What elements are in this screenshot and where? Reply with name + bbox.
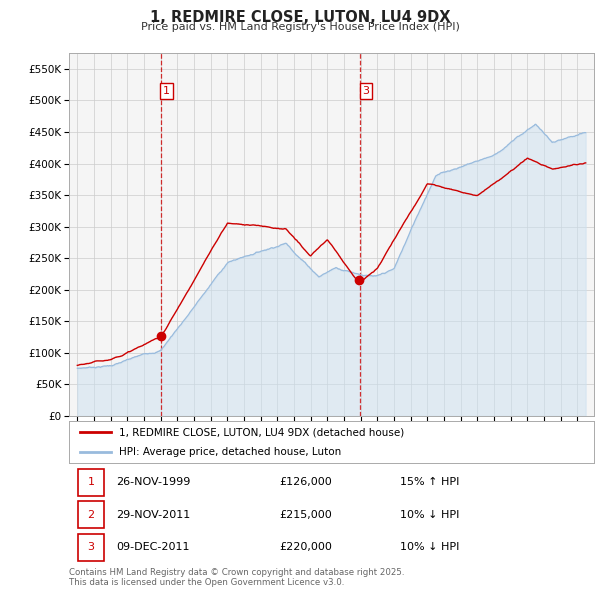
Text: HPI: Average price, detached house, Luton: HPI: Average price, detached house, Luto… xyxy=(119,447,341,457)
Text: Contains HM Land Registry data © Crown copyright and database right 2025.
This d: Contains HM Land Registry data © Crown c… xyxy=(69,568,404,587)
Text: Price paid vs. HM Land Registry's House Price Index (HPI): Price paid vs. HM Land Registry's House … xyxy=(140,22,460,32)
Text: 1, REDMIRE CLOSE, LUTON, LU4 9DX: 1, REDMIRE CLOSE, LUTON, LU4 9DX xyxy=(150,10,450,25)
Text: 3: 3 xyxy=(362,86,370,96)
FancyBboxPatch shape xyxy=(79,468,104,496)
Text: £215,000: £215,000 xyxy=(279,510,332,520)
Text: 09-DEC-2011: 09-DEC-2011 xyxy=(116,542,190,552)
Text: £220,000: £220,000 xyxy=(279,542,332,552)
Text: 2: 2 xyxy=(88,510,95,520)
FancyBboxPatch shape xyxy=(79,533,104,561)
Text: 10% ↓ HPI: 10% ↓ HPI xyxy=(400,542,459,552)
Text: 3: 3 xyxy=(88,542,95,552)
Text: 15% ↑ HPI: 15% ↑ HPI xyxy=(400,477,459,487)
Text: 10% ↓ HPI: 10% ↓ HPI xyxy=(400,510,459,520)
Text: 1: 1 xyxy=(163,86,170,96)
FancyBboxPatch shape xyxy=(79,501,104,529)
Text: 1: 1 xyxy=(88,477,95,487)
Text: £126,000: £126,000 xyxy=(279,477,332,487)
Text: 26-NOV-1999: 26-NOV-1999 xyxy=(116,477,191,487)
Text: 29-NOV-2011: 29-NOV-2011 xyxy=(116,510,191,520)
Text: 1, REDMIRE CLOSE, LUTON, LU4 9DX (detached house): 1, REDMIRE CLOSE, LUTON, LU4 9DX (detach… xyxy=(119,427,404,437)
